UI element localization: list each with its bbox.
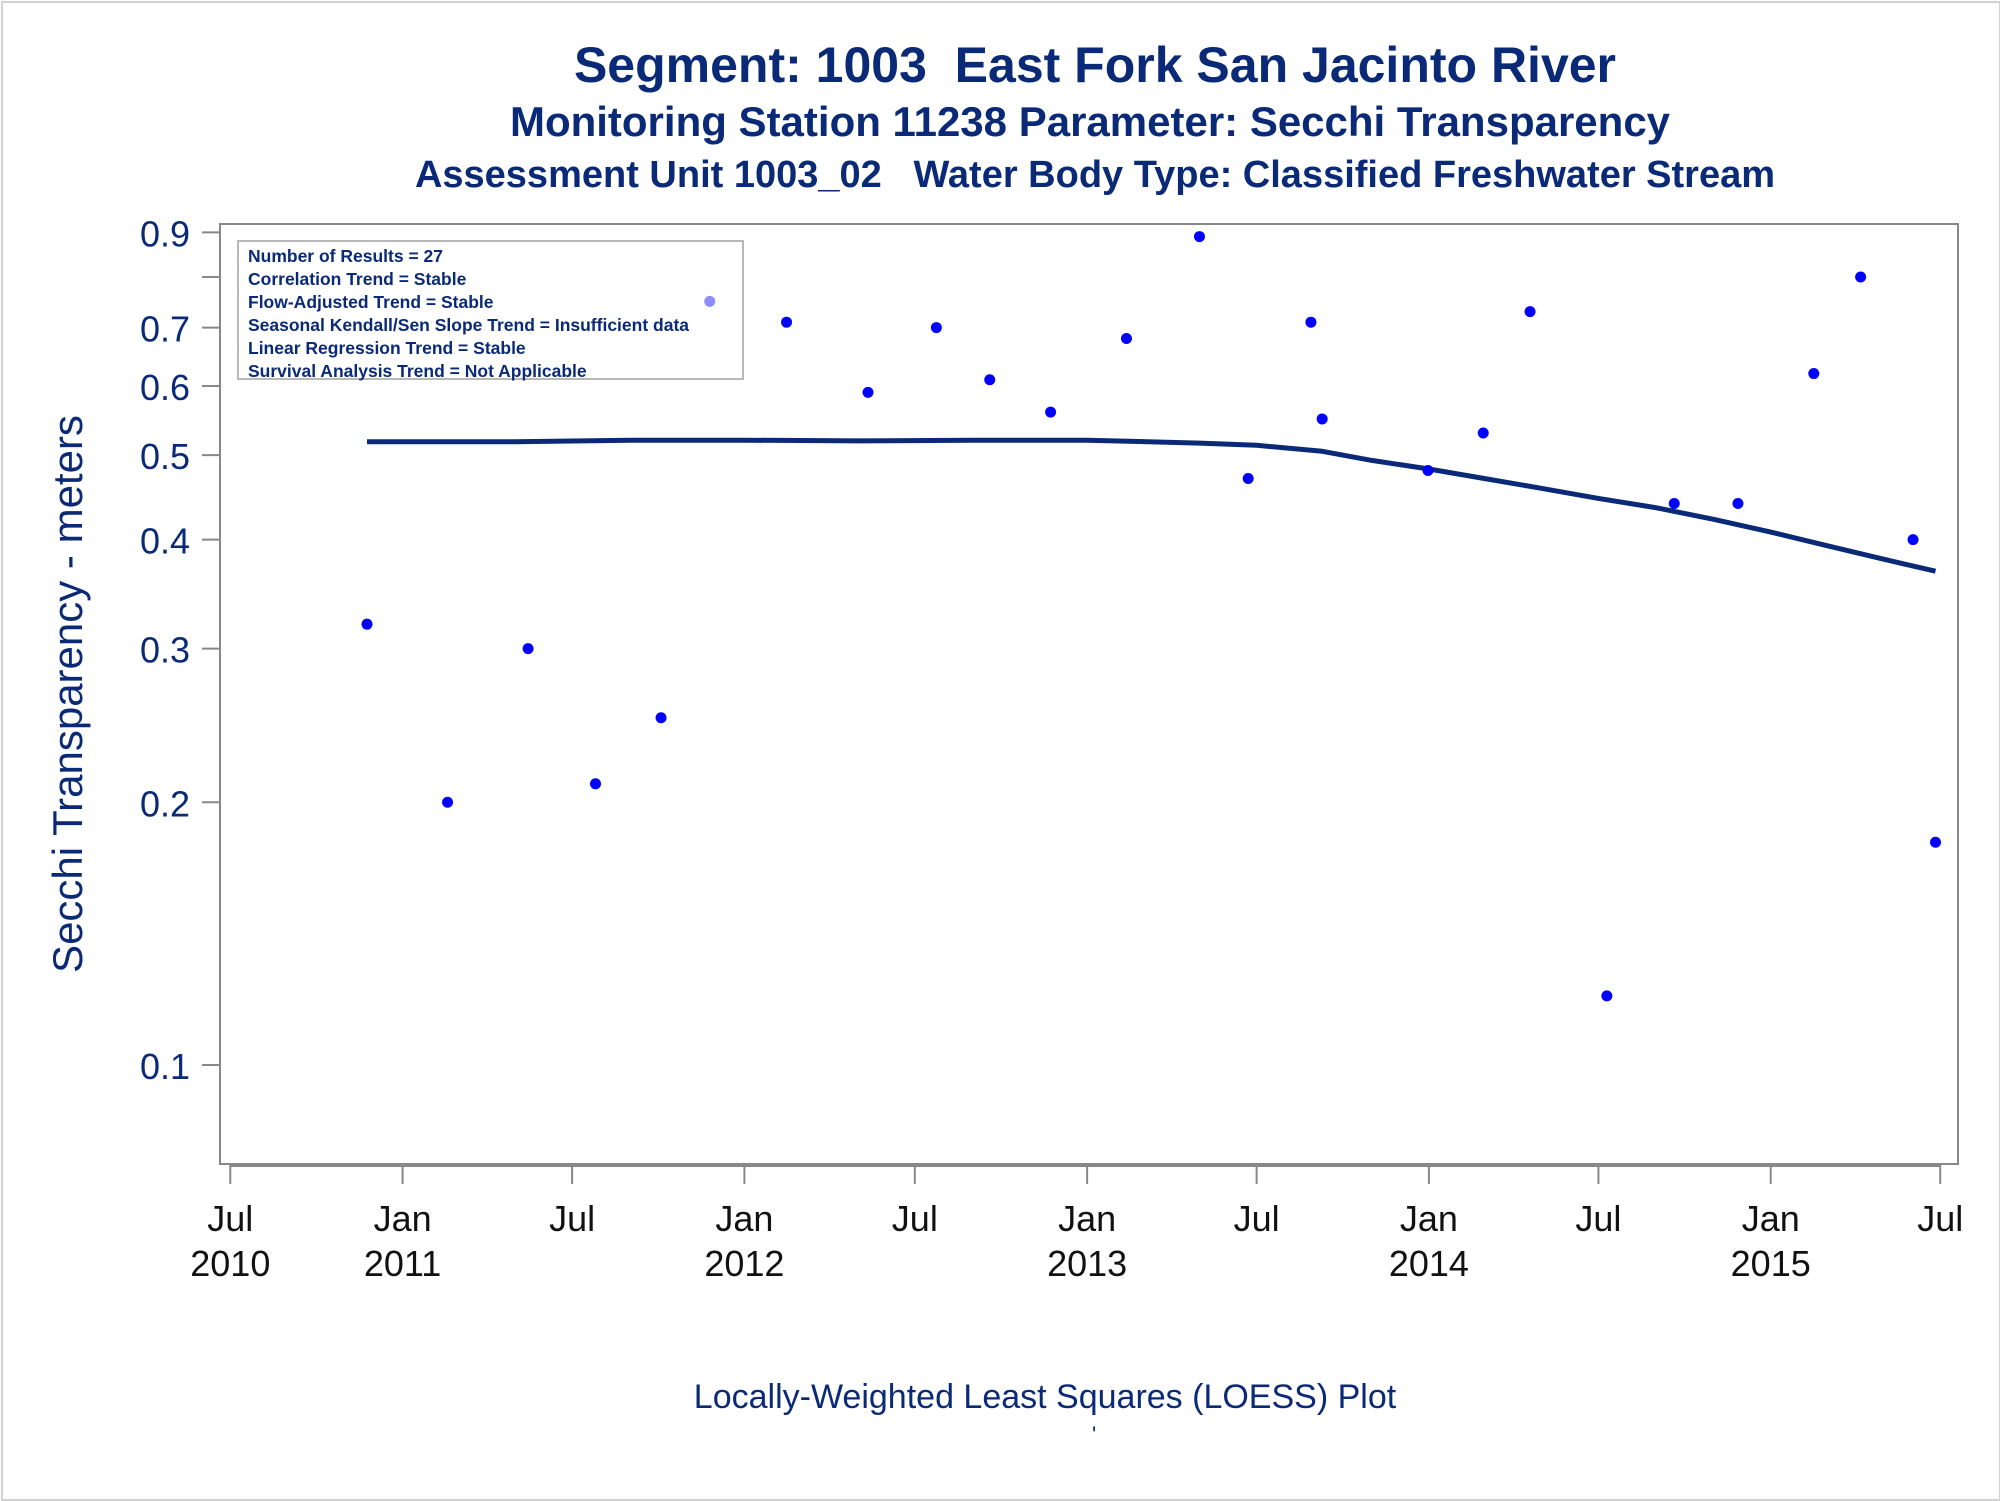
y-tick-label: 0.3 <box>140 630 190 671</box>
chart-title: Segment: 1003 East Fork San Jacinto Rive… <box>573 37 1617 93</box>
x-tick-label: Jul <box>1917 1198 1963 1239</box>
footnote-mark: ' <box>1092 1422 1097 1447</box>
data-point <box>1422 465 1434 477</box>
y-tick-label: 0.6 <box>140 367 190 408</box>
stat-number-of-results: Number of Results = 27 <box>248 246 443 266</box>
stat-survival-analysis-trend: Survival Analysis Trend = Not Applicable <box>248 361 587 381</box>
x-tick-label: Jul <box>549 1198 595 1239</box>
chart-marks <box>361 231 1942 1002</box>
data-point <box>781 316 793 328</box>
data-point <box>1601 990 1613 1002</box>
data-point <box>655 712 667 724</box>
x-tick-label: Jan <box>1742 1198 1800 1239</box>
x-tick-label: Jan <box>1400 1198 1458 1239</box>
loess-curve <box>367 437 1937 574</box>
data-point <box>1907 534 1919 546</box>
x-tick-label: Jan <box>1058 1198 1116 1239</box>
chart-subtitle-station: Monitoring Station 11238 Parameter: Secc… <box>509 98 1671 145</box>
x-tick-label: Jul <box>1234 1198 1280 1239</box>
y-axis-label: Secchi Transparency - meters <box>44 415 91 973</box>
x-tick-year-label: 2010 <box>190 1243 270 1284</box>
data-point <box>1305 316 1317 328</box>
x-tick-year-label: 2015 <box>1731 1243 1811 1284</box>
x-tick-year-label: 2014 <box>1389 1243 1469 1284</box>
data-point <box>862 386 874 398</box>
x-tick-year-label: 2011 <box>364 1243 441 1284</box>
x-tick-label: Jul <box>1575 1198 1621 1239</box>
data-point <box>522 643 534 655</box>
y-tick-label: 0.5 <box>140 436 190 477</box>
data-point <box>1316 413 1328 425</box>
stat-flow-adjusted-trend: Flow-Adjusted Trend = Stable <box>248 292 494 312</box>
data-point <box>1120 333 1132 345</box>
data-point <box>361 618 373 630</box>
data-point <box>1045 406 1057 418</box>
x-tick-label: Jan <box>715 1198 773 1239</box>
y-tick-label: 0.4 <box>140 521 190 562</box>
y-tick-label: 0.1 <box>140 1046 190 1087</box>
plot-area <box>219 223 1959 1165</box>
chart-subtitle-assessment: Assessment Unit 1003_02 Water Body Type:… <box>414 154 1776 196</box>
y-tick-label: 0.2 <box>140 783 190 824</box>
data-point <box>930 322 942 334</box>
data-point <box>590 778 602 790</box>
stat-seasonal-kendall-trend: Seasonal Kendall/Sen Slope Trend = Insuf… <box>248 315 690 335</box>
stat-correlation-trend: Correlation Trend = Stable <box>248 269 467 289</box>
x-tick-label: Jul <box>207 1198 253 1239</box>
x-tick-label: Jul <box>892 1198 938 1239</box>
stat-linear-regression-trend: Linear Regression Trend = Stable <box>248 338 526 358</box>
data-point <box>1930 836 1942 848</box>
x-tick-label: Jan <box>374 1198 432 1239</box>
y-axis: 0.1 0.2 0.3 0.4 0.5 0.6 0.7 0.9 <box>140 213 220 1087</box>
data-point <box>1477 427 1489 439</box>
data-point <box>1732 498 1744 510</box>
plot-method-footnote: Locally-Weighted Least Squares (LOESS) P… <box>693 1378 1397 1416</box>
data-point <box>1242 473 1254 485</box>
x-tick-year-label: 2012 <box>704 1243 784 1284</box>
y-tick-label: 0.7 <box>140 309 190 350</box>
data-point <box>1808 368 1820 380</box>
y-tick-label: 0.9 <box>140 213 190 254</box>
data-point <box>1524 306 1536 318</box>
data-point <box>1668 498 1680 510</box>
data-point <box>1193 231 1205 243</box>
x-tick-year-label: 2013 <box>1047 1243 1127 1284</box>
data-point <box>1855 271 1867 283</box>
data-point <box>442 796 454 808</box>
trend-stats-box: Number of Results = 27 Correlation Trend… <box>237 240 744 381</box>
data-point <box>984 374 996 386</box>
